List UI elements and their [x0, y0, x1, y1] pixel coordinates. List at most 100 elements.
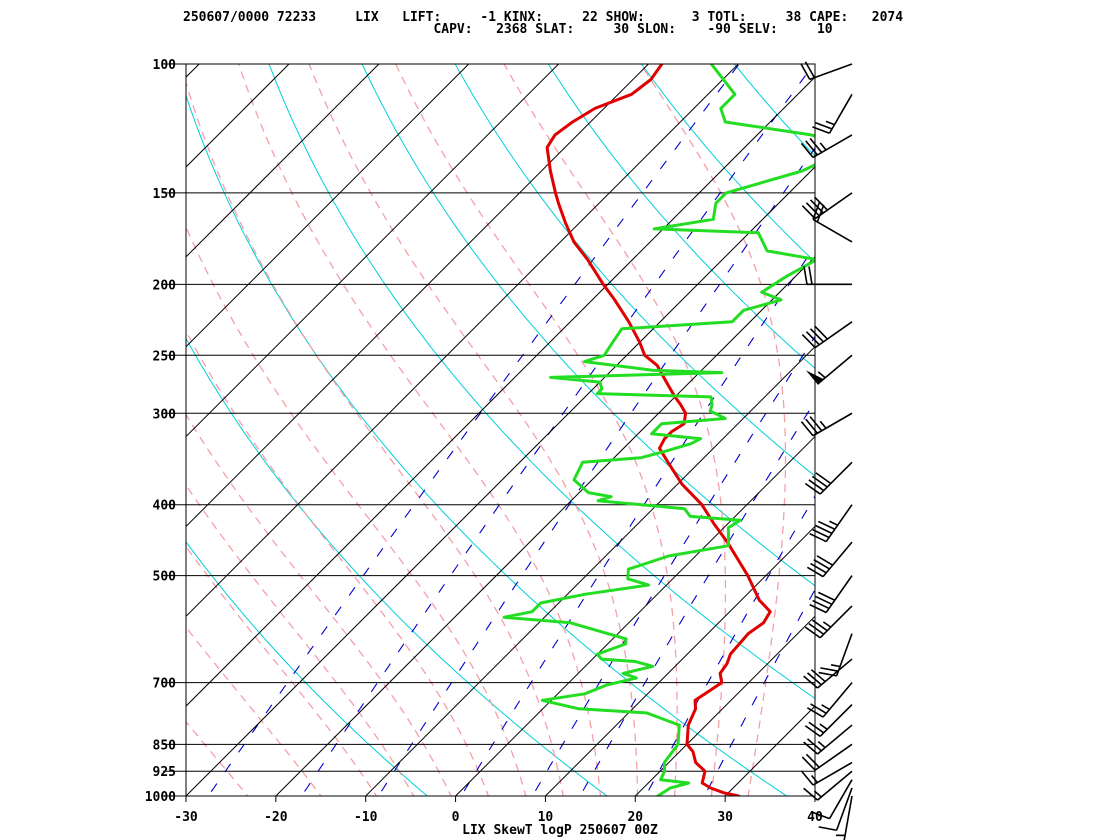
- isotherm-line: [186, 64, 290, 168]
- wind-barb: [803, 724, 853, 755]
- wind-barb: [835, 795, 853, 840]
- dry-adiabat: [547, 64, 815, 370]
- isotherm-line: [186, 64, 380, 258]
- wind-barb: [804, 605, 853, 639]
- wind-barb-staff: [814, 321, 853, 349]
- wind-barb-staff: [828, 779, 853, 820]
- wind-barb-half-flag: [822, 621, 832, 628]
- wind-barb-flag: [818, 671, 837, 677]
- wind-barb-staff: [822, 541, 853, 578]
- wind-barb-flag: [812, 528, 830, 539]
- wind-barb-flag: [803, 675, 819, 689]
- moist-adiabat: [395, 64, 678, 796]
- moist-adiabat: [186, 225, 527, 796]
- wind-barb: [801, 192, 853, 220]
- wind-barb-flag: [810, 669, 826, 683]
- wind-barb: [805, 354, 853, 385]
- pressure-tick-label: 700: [153, 677, 177, 692]
- background-grid: [186, 64, 815, 796]
- wind-barb-staff: [812, 218, 853, 243]
- pressure-tick-label: 200: [153, 278, 177, 293]
- wind-barb-flag: [808, 266, 813, 285]
- wind-barb-flag: [815, 472, 832, 485]
- wind-barb-flag: [809, 199, 824, 214]
- wind-barb-staff: [822, 682, 853, 718]
- wind-barb: [818, 787, 853, 832]
- wind-barb: [803, 770, 853, 801]
- wind-barb: [809, 504, 853, 543]
- wind-barb: [806, 682, 853, 718]
- pressure-tick-label: 150: [153, 187, 177, 202]
- header-line-2: CAPV: 2368 SLAT: 30 SLON: -90 SELV: 10: [183, 22, 833, 37]
- wind-barb: [801, 321, 853, 349]
- wind-barb-half-flag: [829, 520, 839, 526]
- pressure-tick-label: 300: [153, 407, 177, 422]
- wind-barb-flag: [805, 140, 818, 156]
- wind-barb-half-flag: [819, 142, 827, 151]
- wind-barb-flag: [810, 703, 827, 714]
- wind-barb: [809, 575, 853, 614]
- wind-barb-flag: [812, 126, 830, 135]
- moist-adiabat: [186, 413, 452, 796]
- moist-adiabat: [186, 329, 490, 796]
- dry-adiabat: [454, 64, 815, 477]
- mixing-ratio-line: [207, 64, 740, 796]
- pressure-tick-label: 850: [153, 738, 177, 753]
- wind-barb-staff: [843, 795, 853, 840]
- wind-barb-half-flag: [830, 664, 841, 668]
- wind-barb-staff: [825, 575, 853, 613]
- wind-barb-flag: [816, 204, 825, 223]
- wind-barb: [812, 779, 853, 820]
- wind-barb: [800, 134, 853, 159]
- wind-barb-staff: [812, 412, 853, 437]
- isotherm-line: [186, 166, 815, 796]
- pressure-tick-label: 925: [153, 765, 176, 780]
- isotherm-line: [545, 525, 815, 796]
- wind-barb-flag: [803, 741, 819, 755]
- wind-barb-staff: [825, 504, 853, 543]
- moist-adiabat: [503, 64, 727, 796]
- pressure-tick-label: 1000: [145, 790, 176, 805]
- wind-barb-flag: [800, 770, 814, 786]
- wind-barb-flag: [814, 121, 833, 130]
- moist-adiabat: [238, 64, 602, 796]
- isotherm-line: [186, 64, 649, 528]
- wind-barb-flag: [805, 202, 820, 217]
- wind-barb-flag: [818, 826, 837, 832]
- wind-barb-flag: [800, 63, 811, 80]
- isotherm-line: [186, 64, 559, 438]
- wind-barb-flag: [804, 61, 816, 79]
- mixing-ratio-line: [579, 400, 815, 796]
- pressure-tick-label: 250: [153, 349, 177, 364]
- wind-barb-flag: [816, 555, 834, 566]
- moist-adiabat: [186, 483, 415, 796]
- x-tick-label: -20: [264, 810, 288, 825]
- wind-barb-flag: [804, 626, 821, 639]
- wind-barb-flag: [803, 266, 808, 285]
- wind-barb-staff: [814, 192, 853, 220]
- wind-barb-flag: [811, 475, 828, 488]
- wind-barb-flag: [801, 205, 816, 220]
- wind-barb: [800, 412, 853, 437]
- wind-barb: [806, 541, 853, 578]
- wind-barb-flag: [820, 667, 839, 672]
- isotherm-line: [186, 76, 815, 707]
- isotherm-line: [365, 346, 815, 796]
- header-line-1: 250607/0000 72233 LIX LIFT: -1 KINX: 22 …: [183, 10, 904, 25]
- wind-barb-staff: [817, 770, 853, 801]
- isotherm-line: [724, 705, 815, 796]
- wind-barb-flag: [814, 325, 828, 340]
- x-tick-label: -30: [174, 810, 198, 825]
- wind-barb: [800, 761, 853, 786]
- wind-barb-half-flag: [819, 420, 827, 429]
- wind-barb: [801, 743, 853, 771]
- dry-adiabat: [640, 64, 815, 263]
- wind-barb: [803, 266, 852, 286]
- wind-barb-half-flag: [819, 723, 828, 730]
- wind-barb-half-flag: [810, 774, 818, 784]
- wind-barb-flag: [803, 787, 819, 801]
- wind-barb-staff: [819, 605, 853, 639]
- isotherm-line: [186, 64, 739, 617]
- wind-barb-flag: [813, 559, 830, 570]
- wind-barb-flag: [815, 524, 833, 535]
